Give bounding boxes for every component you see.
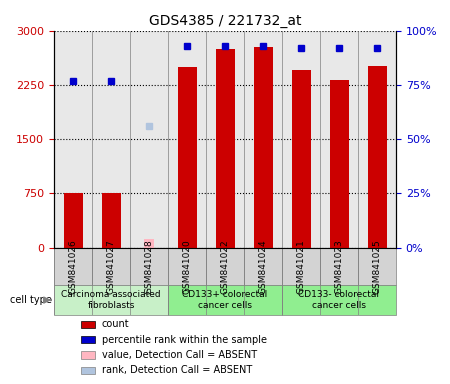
FancyBboxPatch shape	[130, 248, 168, 285]
Text: value, Detection Call = ABSENT: value, Detection Call = ABSENT	[102, 350, 257, 360]
Text: GSM841025: GSM841025	[373, 239, 382, 294]
Text: CD133+ colorectal
cancer cells: CD133+ colorectal cancer cells	[182, 290, 268, 310]
Text: GSM841022: GSM841022	[220, 239, 230, 294]
FancyBboxPatch shape	[320, 248, 358, 285]
Text: GSM841027: GSM841027	[107, 239, 116, 294]
Bar	[216, 49, 234, 248]
FancyBboxPatch shape	[282, 248, 320, 285]
FancyBboxPatch shape	[282, 285, 396, 315]
Text: GSM841021: GSM841021	[297, 239, 306, 294]
Bar	[368, 66, 387, 248]
Bar	[81, 336, 95, 343]
Text: GSM841020: GSM841020	[183, 239, 192, 294]
FancyBboxPatch shape	[54, 285, 168, 315]
FancyBboxPatch shape	[54, 248, 92, 285]
Text: count: count	[102, 319, 130, 329]
FancyBboxPatch shape	[92, 248, 130, 285]
FancyBboxPatch shape	[244, 248, 282, 285]
Bar	[253, 46, 273, 248]
FancyBboxPatch shape	[358, 248, 396, 285]
Text: GSM841026: GSM841026	[68, 239, 77, 294]
Bar	[292, 71, 310, 248]
Text: GSM841024: GSM841024	[258, 239, 267, 294]
FancyBboxPatch shape	[168, 248, 206, 285]
Text: rank, Detection Call = ABSENT: rank, Detection Call = ABSENT	[102, 365, 252, 375]
Bar	[63, 194, 82, 248]
Bar	[102, 193, 121, 248]
FancyBboxPatch shape	[168, 285, 282, 315]
Text: GSM841028: GSM841028	[144, 239, 153, 294]
Text: Carcinoma associated
fibroblasts: Carcinoma associated fibroblasts	[61, 290, 161, 310]
Bar	[81, 351, 95, 359]
Text: cell type: cell type	[10, 295, 52, 305]
Bar	[81, 367, 95, 374]
Bar	[177, 67, 197, 248]
Text: CD133- colorectal
cancer cells: CD133- colorectal cancer cells	[298, 290, 379, 310]
Text: GSM841023: GSM841023	[334, 239, 343, 294]
FancyBboxPatch shape	[206, 248, 244, 285]
Text: percentile rank within the sample: percentile rank within the sample	[102, 335, 267, 345]
Bar	[144, 239, 154, 248]
Title: GDS4385 / 221732_at: GDS4385 / 221732_at	[149, 14, 301, 28]
Bar	[329, 80, 348, 248]
Bar	[81, 321, 95, 328]
